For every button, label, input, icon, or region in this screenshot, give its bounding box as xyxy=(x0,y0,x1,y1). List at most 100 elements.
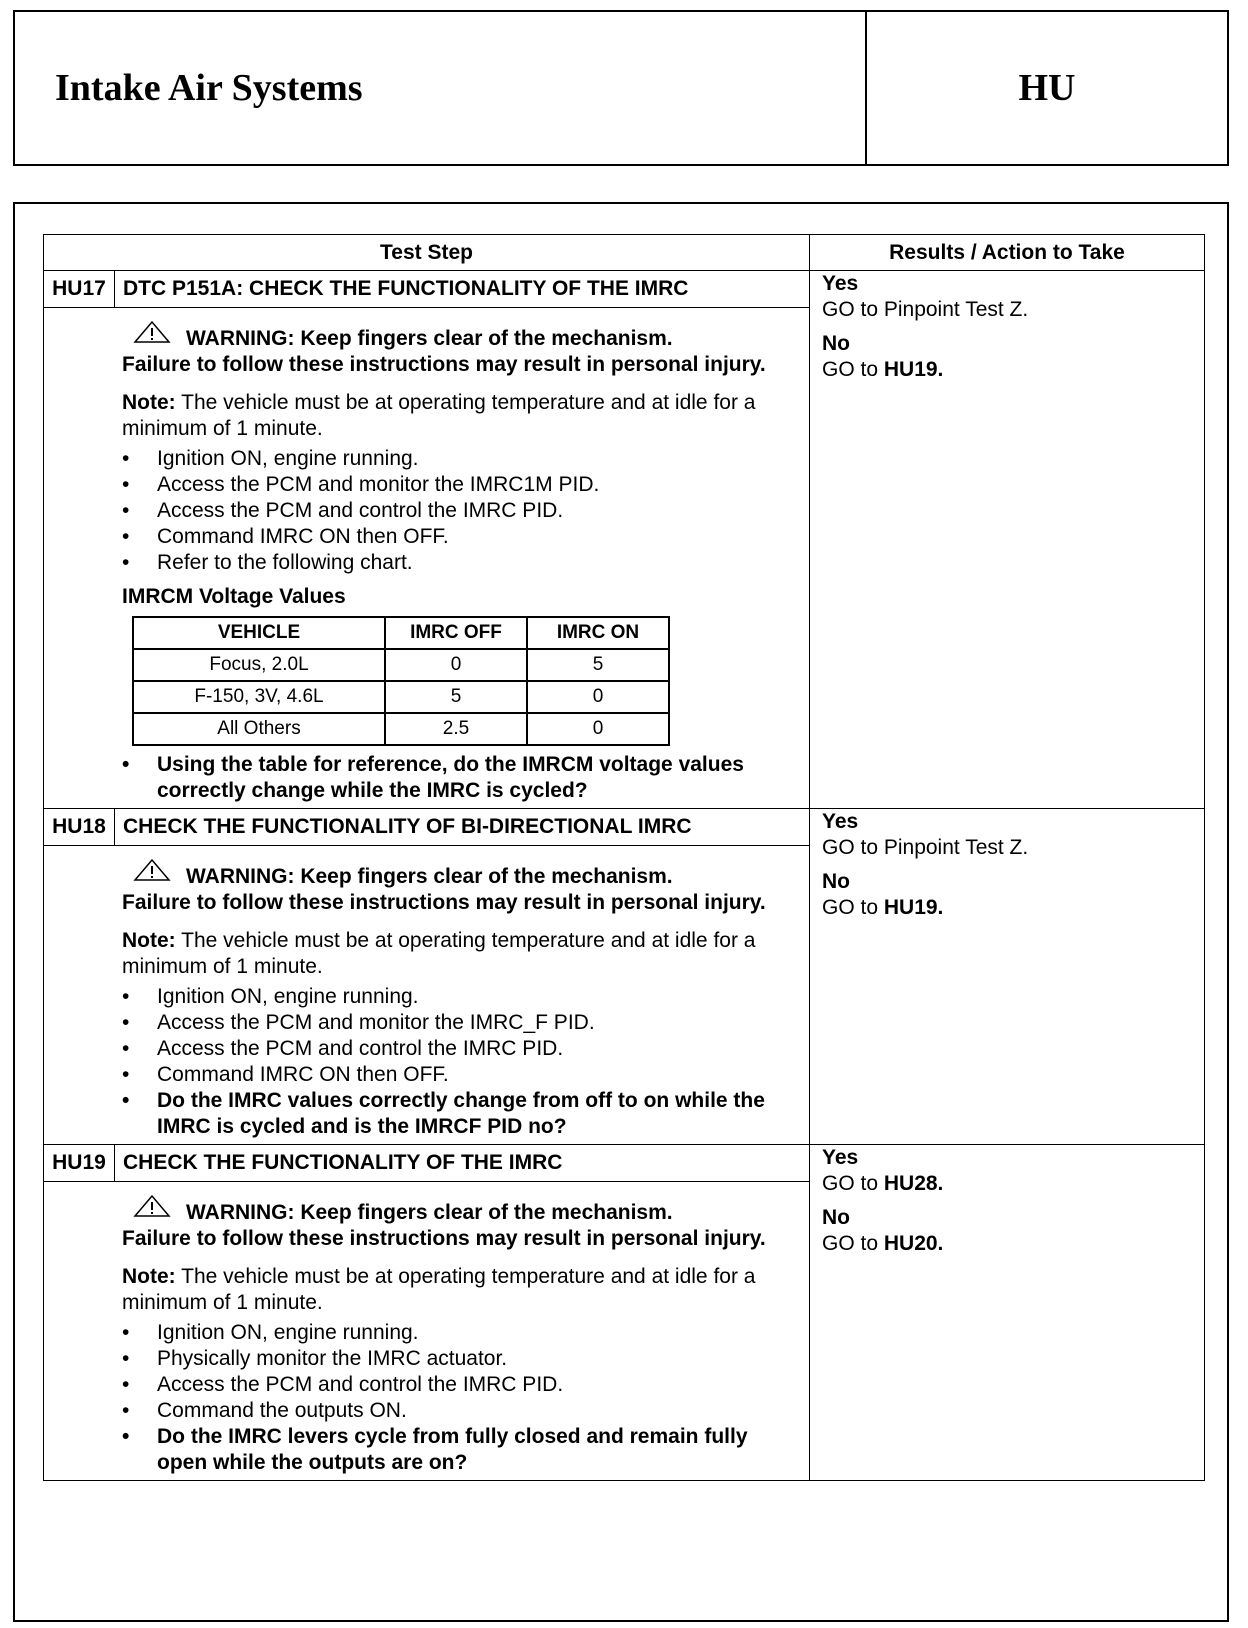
note: Note: The vehicle must be at operating t… xyxy=(122,390,769,442)
step-question: Do the IMRC levers cycle from fully clos… xyxy=(122,1424,769,1476)
step-title-row: HU19 CHECK THE FUNCTIONALITY OF THE IMRC… xyxy=(43,1144,1205,1481)
no-label: No xyxy=(822,870,850,893)
note-label: Note: xyxy=(122,1265,176,1288)
voltage-table-cell: 0 xyxy=(526,712,670,746)
voltage-table-row: Focus, 2.0L 0 5 xyxy=(132,648,670,682)
step-title: CHECK THE FUNCTIONALITY OF BI-DIRECTIONA… xyxy=(114,808,810,846)
voltage-table-cell: F-150, 3V, 4.6L xyxy=(132,680,386,714)
instruction-item: Access the PCM and monitor the IMRC1M PI… xyxy=(122,472,769,498)
voltage-table-cell: All Others xyxy=(132,712,386,746)
step-instructions: Ignition ON, engine running.Physically m… xyxy=(122,1320,769,1424)
instruction-item: Refer to the following chart. xyxy=(122,550,769,576)
warning-text: WARNING: Keep fingers clear of the mecha… xyxy=(186,1201,673,1224)
voltage-table-cell: VEHICLE xyxy=(132,616,386,650)
step-question: Do the IMRC values correctly change from… xyxy=(122,1088,769,1140)
warning-triangle-icon xyxy=(133,858,171,881)
no-action-target[interactable]: HU19. xyxy=(883,896,944,919)
no-label: No xyxy=(822,332,850,355)
warning-text: WARNING: Keep fingers clear of the mecha… xyxy=(186,327,673,350)
step-results: Yes GO to Pinpoint Test Z. No GO to HU19… xyxy=(809,270,1205,809)
step-instructions: Ignition ON, engine running.Access the P… xyxy=(122,446,769,576)
instruction-item: Physically monitor the IMRC actuator. xyxy=(122,1346,769,1372)
yes-action: GO to Pinpoint Test Z. xyxy=(822,297,1204,323)
no-action-text: GO to xyxy=(822,358,884,381)
instruction-item: Access the PCM and control the IMRC PID. xyxy=(122,498,769,524)
step-title: CHECK THE FUNCTIONALITY OF THE IMRC xyxy=(114,1144,810,1182)
no-action-text: GO to xyxy=(822,896,884,919)
voltage-table-cell: 5 xyxy=(526,648,670,682)
voltage-table-cell: IMRC OFF xyxy=(384,616,528,650)
no-action: GO to HU19. xyxy=(822,357,1204,383)
step-id: HU17 xyxy=(43,270,115,308)
note-text: The vehicle must be at operating tempera… xyxy=(122,1265,756,1314)
step-question-list: Using the table for reference, do the IM… xyxy=(122,752,769,804)
warning-triangle-icon xyxy=(133,1194,171,1217)
instruction-item: Access the PCM and control the IMRC PID. xyxy=(122,1372,769,1398)
instruction-item: Access the PCM and monitor the IMRC_F PI… xyxy=(122,1010,769,1036)
voltage-table-block: IMRCM Voltage Values VEHICLE IMRC OFF IMRC … xyxy=(122,584,769,746)
warning-block: WARNING: Keep fingers clear of the mecha… xyxy=(122,1194,769,1252)
voltage-table-cell: 2.5 xyxy=(384,712,528,746)
no-action-text: GO to xyxy=(822,1232,884,1255)
yes-action-text: GO to xyxy=(822,1172,884,1195)
voltage-table-header: VEHICLE IMRC OFF IMRC ON xyxy=(132,616,670,650)
note: Note: The vehicle must be at operating t… xyxy=(122,928,769,980)
step-title-row: HU17 DTC P151A: CHECK THE FUNCTIONALITY … xyxy=(43,270,1205,809)
content-frame: Test Step Results / Action to Take HU17 … xyxy=(13,202,1229,1622)
step-body-row: WARNING: Keep fingers clear of the mecha… xyxy=(43,1181,1205,1481)
note-text: The vehicle must be at operating tempera… xyxy=(122,929,756,978)
column-header-test-step: Test Step xyxy=(43,234,810,271)
instruction-item: Command the outputs ON. xyxy=(122,1398,769,1424)
page-header: Intake Air Systems HU xyxy=(13,10,1229,166)
voltage-table-row: All Others 2.5 0 xyxy=(132,712,670,746)
note-label: Note: xyxy=(122,929,176,952)
note-text: The vehicle must be at operating tempera… xyxy=(122,391,756,440)
step-body-row: WARNING: Keep fingers clear of the mecha… xyxy=(43,845,1205,1145)
no-action: GO to HU19. xyxy=(822,895,1204,921)
step-title-row: HU18 CHECK THE FUNCTIONALITY OF BI-DIREC… xyxy=(43,808,1205,1145)
voltage-table-cell: 0 xyxy=(526,680,670,714)
voltage-table-cell: Focus, 2.0L xyxy=(132,648,386,682)
yes-action-text: GO to Pinpoint Test Z. xyxy=(822,836,1029,859)
instruction-item: Command IMRC ON then OFF. xyxy=(122,524,769,550)
warning-block: WARNING: Keep fingers clear of the mecha… xyxy=(122,320,769,378)
instruction-item: Command IMRC ON then OFF. xyxy=(122,1062,769,1088)
yes-action: GO to Pinpoint Test Z. xyxy=(822,835,1204,861)
note-label: Note: xyxy=(122,391,176,414)
instruction-item: Ignition ON, engine running. xyxy=(122,446,769,472)
no-action: GO to HU20. xyxy=(822,1231,1204,1257)
column-header-results: Results / Action to Take xyxy=(809,234,1205,271)
step-question-list: Do the IMRC levers cycle from fully clos… xyxy=(122,1424,769,1476)
step-id: HU18 xyxy=(43,808,115,846)
step-question-list: Do the IMRC values correctly change from… xyxy=(122,1088,769,1140)
test-step-table: Test Step Results / Action to Take HU17 … xyxy=(43,234,1205,1481)
step-results: Yes GO to HU28. No GO to HU20. xyxy=(809,1144,1205,1481)
voltage-table-cell: 5 xyxy=(384,680,528,714)
yes-action-target[interactable]: HU28. xyxy=(883,1172,944,1195)
voltage-table-cell: IMRC ON xyxy=(526,616,670,650)
yes-label: Yes xyxy=(822,272,859,295)
step-id: HU19 xyxy=(43,1144,115,1182)
step-body: WARNING: Keep fingers clear of the mecha… xyxy=(43,845,810,1145)
yes-label: Yes xyxy=(822,1146,859,1169)
step-results: Yes GO to Pinpoint Test Z. No GO to HU19… xyxy=(809,808,1205,1145)
voltage-table-cell: 0 xyxy=(384,648,528,682)
instruction-item: Ignition ON, engine running. xyxy=(122,984,769,1010)
step-question: Using the table for reference, do the IM… xyxy=(122,752,769,804)
instruction-item: Ignition ON, engine running. xyxy=(122,1320,769,1346)
no-action-target[interactable]: HU20. xyxy=(883,1232,944,1255)
no-label: No xyxy=(822,1206,850,1229)
warning-consequence: Failure to follow these instructions may… xyxy=(122,891,766,914)
step-body-row: WARNING: Keep fingers clear of the mecha… xyxy=(43,307,1205,809)
step-body: WARNING: Keep fingers clear of the mecha… xyxy=(43,1181,810,1481)
yes-action-text: GO to Pinpoint Test Z. xyxy=(822,298,1029,321)
step-body: WARNING: Keep fingers clear of the mecha… xyxy=(43,307,810,809)
step-title: DTC P151A: CHECK THE FUNCTIONALITY OF TH… xyxy=(114,270,810,308)
step-instructions: Ignition ON, engine running.Access the P… xyxy=(122,984,769,1088)
voltage-table-title: IMRCM Voltage Values xyxy=(122,585,346,608)
imrcm-voltage-table: VEHICLE IMRC OFF IMRC ON Focus, 2.0L 0 5 F-150… xyxy=(132,616,670,746)
no-action-target[interactable]: HU19. xyxy=(883,358,944,381)
warning-triangle-icon xyxy=(133,320,171,343)
warning-text: WARNING: Keep fingers clear of the mecha… xyxy=(186,865,673,888)
warning-consequence: Failure to follow these instructions may… xyxy=(122,1227,766,1250)
